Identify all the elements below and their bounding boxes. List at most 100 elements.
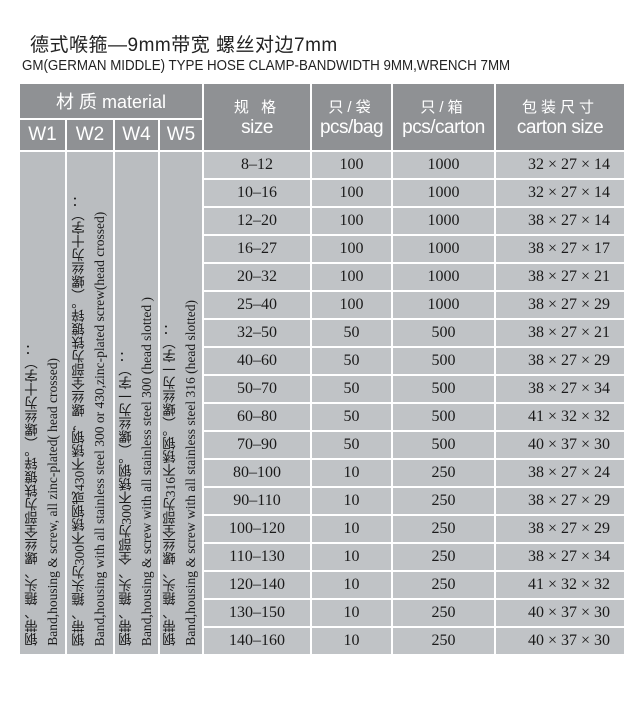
title-english: GM(GERMAN MIDDLE) TYPE HOSE CLAMP-BANDWI…	[22, 58, 511, 74]
pcs-bag-cell: 100	[310, 262, 393, 292]
size-cell: 8–12	[202, 150, 312, 180]
pcs-bag-cell: 50	[310, 374, 393, 404]
pcs-bag-cell: 50	[310, 318, 393, 348]
pcs-carton-cell: 1000	[391, 150, 496, 180]
pcs-bag-cell: 10	[310, 458, 393, 488]
table-row: 32–50 50 500 38 × 27 × 21	[19, 318, 626, 348]
size-cell: 16–27	[202, 234, 312, 264]
pcs-carton-cell: 250	[391, 458, 496, 488]
w5-header: W5	[158, 118, 204, 152]
pcs-bag-cell: 10	[310, 542, 393, 572]
material-description-w1: 钢带、箍头、螺丝全部为铁镀锌。（螺丝为十字）： Band,housing & sc…	[18, 150, 67, 656]
table-row: 70–90 50 500 40 × 37 × 30	[19, 430, 626, 460]
size-header: 规 格 size	[202, 82, 312, 152]
pcs-carton-cell: 1000	[391, 234, 496, 264]
table-row: 60–80 50 500 41 × 32 × 32	[19, 402, 626, 432]
table-row: 16–27 100 1000 38 × 27 × 17	[19, 234, 626, 264]
pcs-carton-cell: 1000	[391, 290, 496, 320]
material-en: Band,housing & screw, all zinc-plated( h…	[44, 358, 60, 646]
carton-size-cell: 38 × 27 × 29	[494, 514, 626, 544]
pcs-carton-cell: 500	[391, 346, 496, 376]
pcs-carton-cell: 1000	[391, 178, 496, 208]
carton-size-cell: 32 × 27 × 14	[494, 178, 626, 208]
table-row: 40–60 50 500 38 × 27 × 29	[19, 346, 626, 376]
table-row: 钢带、箍头、螺丝全部为铁镀锌。（螺丝为十字）： Band,housing & sc…	[18, 150, 626, 656]
size-header-cn: 规 格	[233, 98, 281, 116]
pcs-bag-cell: 10	[310, 598, 393, 628]
carton-size-cell: 38 × 27 × 21	[494, 262, 626, 292]
size-cell: 60–80	[202, 402, 312, 432]
carton-size-cell: 38 × 27 × 29	[494, 346, 626, 376]
table-row: 90–110 10 250 38 × 27 × 29	[19, 486, 626, 516]
pcs-bag-cell: 10	[310, 626, 393, 656]
size-cell: 50–70	[202, 374, 312, 404]
size-cell: 40–60	[202, 346, 312, 376]
pcs-bag-header-cn: 只/袋	[328, 98, 375, 116]
carton-size-header: 包装尺寸 carton size	[494, 82, 626, 152]
carton-size-cell: 38 × 27 × 29	[494, 290, 626, 320]
table-row: 50–70 50 500 38 × 27 × 34	[19, 374, 626, 404]
carton-size-cell: 41 × 32 × 32	[494, 570, 626, 600]
material-en: Band,housing & screw with all stainless …	[138, 296, 154, 646]
pcs-bag-cell: 10	[310, 514, 393, 544]
pcs-carton-header-en: pcs/carton	[402, 116, 485, 138]
carton-size-header-en: carton size	[516, 116, 604, 138]
w2-header: W2	[65, 118, 115, 152]
pcs-carton-cell: 500	[391, 374, 496, 404]
carton-size-cell: 38 × 27 × 17	[494, 234, 626, 264]
pcs-bag-cell: 50	[310, 346, 393, 376]
pcs-carton-header: 只/箱 pcs/carton	[391, 82, 496, 152]
size-cell: 100–120	[202, 514, 312, 544]
title-chinese: 德式喉箍—9mm带宽 螺丝对边7mm	[30, 35, 338, 56]
carton-size-cell: 38 × 27 × 34	[494, 374, 626, 404]
table-row: 20–32 100 1000 38 × 27 × 21	[19, 262, 626, 292]
table-row: 100–120 10 250 38 × 27 × 29	[19, 514, 626, 544]
pcs-bag-cell: 100	[310, 150, 393, 180]
table-row: 10–16 100 1000 32 × 27 × 14	[19, 178, 626, 208]
table-row: 140–160 10 250 40 × 37 × 30	[19, 626, 626, 656]
pcs-carton-header-cn: 只/箱	[420, 98, 467, 116]
size-cell: 32–50	[202, 318, 312, 348]
carton-size-cell: 38 × 27 × 29	[494, 486, 626, 516]
pcs-bag-cell: 50	[310, 402, 393, 432]
size-cell: 140–160	[202, 626, 312, 656]
material-en: Band,housing with all stainless steel 30…	[92, 211, 107, 646]
carton-size-cell: 38 × 27 × 34	[494, 542, 626, 572]
table-row: 25–40 100 1000 38 × 27 × 29	[19, 290, 626, 320]
size-cell: 70–90	[202, 430, 312, 460]
pcs-carton-cell: 250	[391, 486, 496, 516]
carton-size-cell: 38 × 27 × 24	[494, 458, 626, 488]
material-header: 材 质 material	[18, 82, 204, 120]
pcs-carton-cell: 250	[391, 514, 496, 544]
material-description-w4: 钢带、箍头、全部为300不锈钢。（螺丝为一字）： Band,housing & s…	[113, 150, 160, 656]
size-cell: 110–130	[202, 542, 312, 572]
pcs-bag-cell: 100	[310, 206, 393, 236]
carton-size-cell: 40 × 37 × 30	[494, 626, 626, 656]
pcs-bag-cell: 100	[310, 178, 393, 208]
carton-size-header-cn: 包装尺寸	[521, 98, 598, 116]
pcs-carton-cell: 250	[391, 598, 496, 628]
carton-size-cell: 40 × 37 × 30	[494, 598, 626, 628]
pcs-bag-header-en: pcs/bag	[319, 116, 384, 138]
table-row: 80–100 10 250 38 × 27 × 24	[19, 458, 626, 488]
pcs-carton-cell: 1000	[391, 206, 496, 236]
table-row: 130–150 10 250 40 × 37 × 30	[19, 598, 626, 628]
pcs-bag-cell: 50	[310, 430, 393, 460]
carton-size-cell: 38 × 27 × 21	[494, 318, 626, 348]
size-cell: 12–20	[202, 206, 312, 236]
material-cn: 钢带、箍头、全部为300不锈钢。（螺丝为一字）：	[118, 349, 134, 646]
size-cell: 10–16	[202, 178, 312, 208]
pcs-bag-header: 只/袋 pcs/bag	[310, 82, 393, 152]
material-cn: 钢带、箍头为300不锈钢或430不锈钢，螺丝全部为铁镀锌。（螺丝为十字）：	[72, 193, 87, 646]
table-row: 110–130 10 250 38 × 27 × 34	[19, 542, 626, 572]
material-cn: 钢带、箍头、螺丝全部为铁镀锌。（螺丝为十字）：	[24, 342, 40, 646]
pcs-carton-cell: 1000	[391, 262, 496, 292]
size-cell: 120–140	[202, 570, 312, 600]
w1-header: W1	[18, 118, 67, 152]
size-header-en: size	[241, 116, 273, 138]
carton-size-cell: 41 × 32 × 32	[494, 402, 626, 432]
carton-size-cell: 38 × 27 × 14	[494, 206, 626, 236]
pcs-carton-cell: 250	[391, 542, 496, 572]
material-cn: 钢带、箍头、螺丝全部为316不锈钢。（螺丝为一字）：	[163, 322, 178, 646]
pcs-carton-cell: 250	[391, 626, 496, 656]
